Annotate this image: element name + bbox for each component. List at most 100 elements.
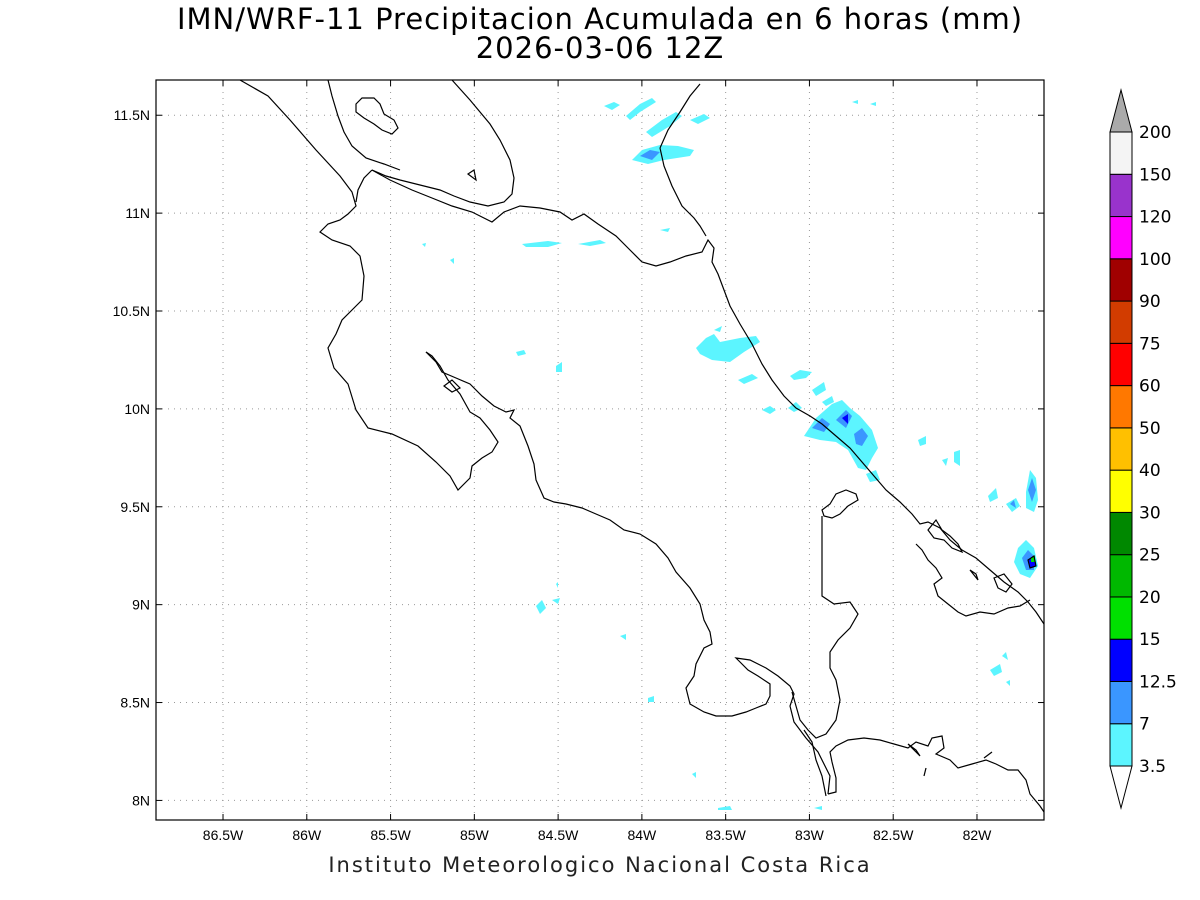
precip-area — [522, 241, 562, 247]
colorbar-swatch — [1109, 385, 1133, 429]
colorbar-swatch — [1109, 342, 1133, 387]
colorbar-swatch — [1109, 131, 1133, 175]
precip-area — [556, 582, 558, 588]
precip-area — [646, 112, 682, 137]
precip-area — [790, 370, 812, 380]
lon-tick-label: 82.5W — [873, 827, 914, 843]
precip-area — [1006, 680, 1010, 686]
precip-area — [870, 102, 876, 106]
precip-area — [814, 806, 822, 810]
colorbar-level-label: 12.5 — [1139, 672, 1177, 692]
map-axis-ticks: 86.5W 86W 85.5W 85W 84.5W 84W 83.5W 83W 82.5W 82W… — [113, 80, 1044, 843]
map-title: IMN/WRF-11 Precipitacion Acumulada en 6 … — [176, 2, 1024, 36]
lon-tick-label: 83.5W — [705, 827, 746, 843]
coastlines — [239, 79, 1045, 813]
colorbar-level-label: 7 — [1139, 715, 1150, 735]
colorbar-level-label: 60 — [1139, 377, 1161, 397]
precip-area-heavy — [1028, 478, 1036, 502]
lat-tick-label: 9.5N — [120, 499, 150, 515]
precip-area — [516, 350, 526, 356]
colorbar-level-label: 75 — [1139, 334, 1161, 354]
precip-area — [632, 145, 694, 164]
colorbar-swatch — [1109, 554, 1133, 598]
precipitation-areas — [422, 98, 1038, 810]
colorbar-level-label: 25 — [1139, 546, 1161, 566]
lat-tick-label: 8N — [132, 792, 150, 808]
colorbar-swatch — [1109, 427, 1133, 471]
precip-area — [852, 100, 858, 104]
precip-area — [988, 488, 998, 502]
lon-tick-label: 84.5W — [538, 827, 579, 843]
map-gridlines — [156, 80, 1044, 820]
precip-area — [450, 258, 454, 264]
colorbar-level-label: 20 — [1139, 588, 1161, 608]
precip-area — [552, 598, 560, 604]
map-footer-credit: Instituto Meteorologico Nacional Costa R… — [328, 853, 872, 877]
colorbar-level-label: 3.5 — [1139, 757, 1166, 777]
precip-area — [696, 334, 760, 362]
colorbar-level-label: 40 — [1139, 461, 1161, 481]
colorbar-over-arrow — [1109, 88, 1133, 133]
lon-tick-label: 85.5W — [370, 827, 411, 843]
precip-area — [990, 664, 1002, 676]
precip-area-heavy — [640, 150, 660, 160]
map-frame — [155, 79, 1045, 821]
colorbar-swatch — [1109, 173, 1133, 218]
precip-area — [536, 600, 546, 614]
precip-area — [690, 114, 710, 124]
colorbar-level-label: 100 — [1139, 250, 1171, 270]
lon-tick-label: 86.5W — [203, 827, 244, 843]
colorbar-swatch — [1109, 511, 1133, 556]
colorbar-swatch — [1109, 300, 1133, 344]
precip-area — [714, 326, 722, 332]
precip-area-heavy — [854, 428, 868, 446]
colorbar-swatch — [1109, 258, 1133, 302]
lat-tick-label: 10N — [124, 401, 150, 417]
lat-tick-label: 11.5N — [114, 107, 150, 123]
precip-area — [578, 240, 606, 246]
precip-area — [620, 634, 626, 640]
precip-area — [660, 228, 670, 232]
precip-area — [954, 450, 960, 466]
lon-tick-label: 85W — [460, 827, 490, 843]
precip-area — [556, 362, 562, 372]
colorbar-level-label: 30 — [1139, 503, 1161, 523]
precip-area — [812, 382, 826, 396]
lat-tick-label: 9N — [132, 597, 150, 613]
colorbar-level-label: 15 — [1139, 630, 1161, 650]
map-date: 2026-03-06 12Z — [475, 31, 725, 65]
colorbar-level-label: 120 — [1139, 208, 1171, 228]
precip-area-heavy — [1010, 500, 1016, 508]
precip-area — [718, 806, 732, 810]
colorbar-level-label: 200 — [1139, 123, 1171, 143]
precip-area — [648, 696, 654, 702]
precip-area — [738, 374, 758, 384]
colorbar-swatch — [1109, 638, 1133, 682]
precip-area — [626, 98, 656, 120]
colorbar-swatch — [1109, 596, 1133, 640]
colorbar-swatch — [1109, 680, 1133, 725]
lon-tick-label: 84W — [627, 827, 657, 843]
precip-area-heavy — [812, 418, 830, 432]
precip-area — [1002, 652, 1008, 660]
lat-tick-label: 11N — [125, 205, 150, 221]
colorbar-swatch — [1109, 469, 1133, 513]
precip-area — [604, 102, 620, 110]
colorbar-level-label: 90 — [1139, 292, 1161, 312]
lat-tick-label: 8.5N — [120, 695, 150, 711]
precip-area — [942, 458, 948, 466]
lon-tick-label: 83W — [795, 827, 825, 843]
precip-area — [762, 406, 776, 414]
lon-tick-label: 82W — [963, 827, 993, 843]
colorbar-swatch — [1109, 216, 1133, 260]
precip-area — [822, 396, 834, 406]
precip-area-intense — [842, 414, 848, 424]
colorbar-legend: 3.5 7 12.5 15 20 25 30 40 50 60 75 90 100 120 150 200 — [1109, 88, 1177, 810]
lat-tick-label: 10.5N — [113, 303, 150, 319]
colorbar-swatch — [1109, 723, 1133, 767]
colorbar-level-label: 50 — [1139, 419, 1161, 439]
precip-area — [804, 400, 878, 470]
precip-area — [918, 436, 926, 446]
precip-area — [422, 243, 426, 247]
